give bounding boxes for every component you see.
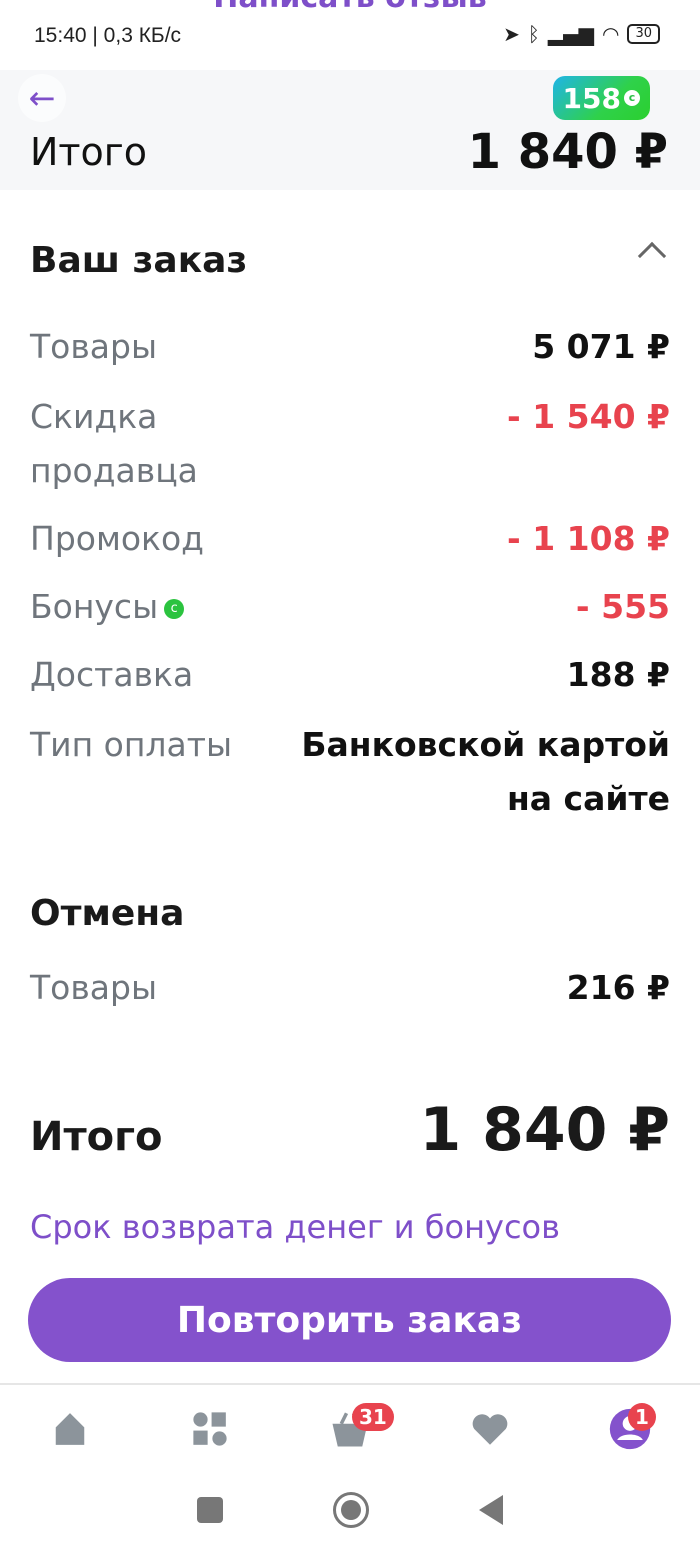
refund-terms-link[interactable]: Срок возврата денег и бонусов <box>30 1208 560 1246</box>
nav-profile[interactable]: 1 <box>600 1399 660 1459</box>
order-row-label: Доставка <box>30 655 194 694</box>
chevron-up-icon[interactable] <box>637 241 667 271</box>
wifi-icon: ◠ <box>602 22 620 46</box>
location-icon: ➤ <box>503 22 520 46</box>
repeat-order-button[interactable]: Повторить заказ <box>28 1278 671 1362</box>
order-row: Бонусы c - 555 <box>30 580 670 634</box>
battery-icon: 30 <box>627 24 660 44</box>
cancel-title: Отмена <box>30 893 185 934</box>
order-row-label: Товары <box>30 327 158 366</box>
home-system-button[interactable] <box>333 1492 369 1528</box>
bonus-count: 158 <box>562 81 621 115</box>
nav-cart[interactable]: 31 <box>320 1399 394 1459</box>
order-row-value: 5 071 ₽ <box>532 327 670 366</box>
cancel-row: Товары 216 ₽ <box>30 968 670 1007</box>
order-row: Товары 5 071 ₽ <box>30 320 670 374</box>
back-system-button[interactable] <box>479 1495 503 1525</box>
nav-home[interactable] <box>40 1399 100 1459</box>
arrow-left-icon: ← <box>28 79 56 117</box>
status-icons: ➤ ᛒ ▂▄▆ ◠ 30 <box>503 22 660 46</box>
order-row-value: 188 ₽ <box>566 655 670 694</box>
recents-button[interactable] <box>197 1497 223 1523</box>
order-row: Промокод - 1 108 ₽ <box>30 512 670 566</box>
profile-badge: 1 <box>628 1403 656 1431</box>
home-icon <box>55 1413 85 1445</box>
home-system-dot <box>341 1500 361 1520</box>
order-row-value: - 555 <box>575 587 670 626</box>
status-time: 15:40 | 0,3 КБ/с <box>34 24 182 47</box>
cancel-label: Товары <box>30 968 158 1007</box>
order-row-label: Промокод <box>30 519 204 558</box>
order-row: Скидка продавца - 1 540 ₽ <box>30 390 670 498</box>
cart-badge: 31 <box>352 1403 394 1431</box>
catalog-icon <box>193 1412 227 1446</box>
total-label: Итого <box>30 1114 163 1160</box>
order-title: Ваш заказ <box>30 240 248 281</box>
cancel-value: 216 ₽ <box>566 968 670 1007</box>
bonus-label-group: Бонусы c <box>30 580 185 634</box>
order-row-label: Скидка продавца <box>30 397 198 490</box>
total-value: 1 840 ₽ <box>419 1095 670 1165</box>
nav-catalog[interactable] <box>180 1399 240 1459</box>
order-row-value: - 1 108 ₽ <box>507 519 670 558</box>
total-row: Итого 1 840 ₽ <box>30 1095 670 1165</box>
system-nav <box>0 1480 700 1540</box>
order-row-value: Банковской картой на сайте <box>301 725 670 818</box>
order-row: Тип оплаты Банковской картой на сайте <box>30 718 670 826</box>
order-row-label: Бонусы <box>30 587 159 626</box>
order-row: Доставка 188 ₽ <box>30 648 670 702</box>
bonus-balance-badge[interactable]: 158 c <box>552 76 650 120</box>
sticky-total-value: 1 840 ₽ <box>467 124 668 180</box>
bonus-coin-icon: c <box>624 90 640 106</box>
sticky-total-header: ← 158 c Итого 1 840 ₽ <box>0 70 700 190</box>
nav-favorites[interactable] <box>460 1399 520 1459</box>
bottom-nav: 31 1 <box>0 1383 700 1473</box>
order-row-value: - 1 540 ₽ <box>507 397 670 436</box>
heart-icon <box>472 1414 508 1445</box>
order-row-label: Тип оплаты <box>30 725 233 764</box>
write-review-title: Написать отзыв <box>0 0 700 16</box>
back-button[interactable]: ← <box>18 74 66 122</box>
bonus-coin-icon: c <box>164 598 185 619</box>
signal-icon: ▂▄▆ <box>547 22 594 46</box>
bluetooth-icon: ᛒ <box>527 22 540 46</box>
sticky-total-label: Итого <box>30 130 148 174</box>
